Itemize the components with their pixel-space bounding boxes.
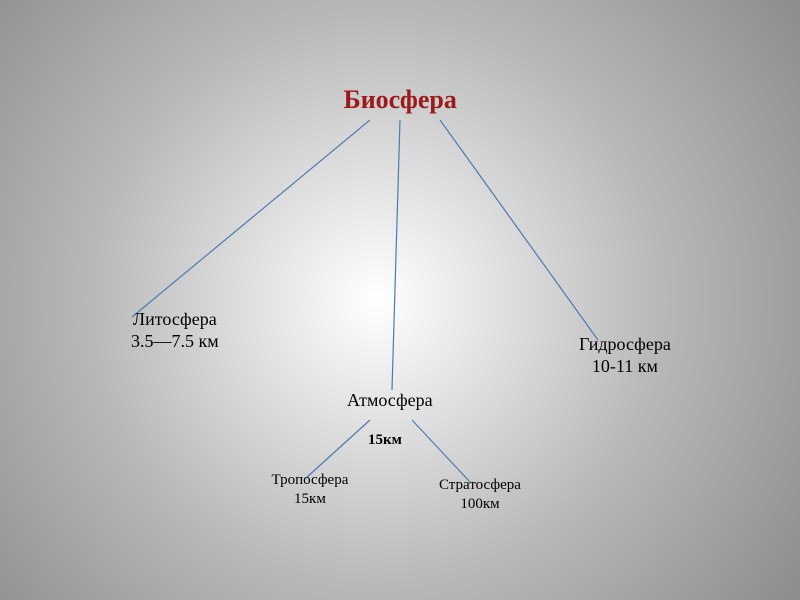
edge [132,120,370,317]
root-title: Биосфера [344,85,457,114]
node-atmosphere: Атмосфера [347,389,433,412]
node-troposphere: Тропосфера 15км [272,471,349,509]
node-troposphere-line1: Тропосфера [272,472,349,488]
node-stratosphere: Стратосфера 100км [439,476,521,514]
edge [392,120,400,390]
node-hydrosphere-line1: Гидросфера [579,334,671,354]
node-stratosphere-line1: Стратосфера [439,477,521,493]
node-lithosphere-line2: 3.5—7.5 км [131,331,219,351]
node-stratosphere-line2: 100км [460,496,499,512]
node-hydrosphere-line2: 10-11 км [592,356,658,376]
edge [412,420,470,482]
atmosphere-annotation: 15км [368,431,402,450]
node-lithosphere: Литосфера 3.5—7.5 км [131,308,219,353]
node-troposphere-line2: 15км [294,491,326,507]
diagram-canvas: Биосфера Литосфера 3.5—7.5 км Атмосфера … [0,0,800,600]
node-lithosphere-line1: Литосфера [133,309,217,329]
atmosphere-annotation-text: 15км [368,432,402,448]
edge [440,120,598,340]
edge [306,420,370,478]
root-node: Биосфера [344,84,457,117]
node-atmosphere-line1: Атмосфера [347,390,433,410]
node-hydrosphere: Гидросфера 10-11 км [579,333,671,378]
